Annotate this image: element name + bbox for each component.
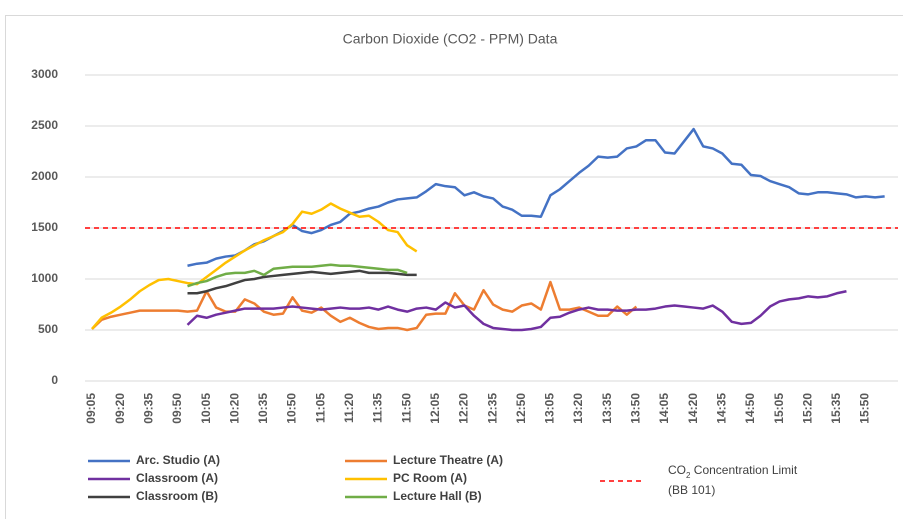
y-tick-label: 1500 (31, 220, 58, 234)
y-tick-label: 0 (51, 373, 58, 387)
x-tick-label: 13:50 (629, 393, 643, 424)
series-line (186, 290, 847, 332)
x-tick-label: 12:05 (428, 393, 442, 424)
x-tick-label: 10:35 (256, 393, 270, 424)
x-tick-label: 14:05 (657, 393, 671, 424)
x-tick-label: 15:35 (829, 393, 843, 424)
x-tick-label: 11:05 (313, 393, 327, 423)
x-tick-label: 09:50 (170, 393, 184, 424)
x-tick-label: 10:20 (227, 393, 241, 424)
x-tick-label: 10:50 (285, 393, 299, 424)
x-tick-label: 11:50 (399, 393, 413, 423)
series-line (91, 202, 418, 330)
x-tick-label: 10:05 (199, 393, 213, 424)
y-tick-label: 2000 (31, 169, 58, 183)
y-tick-label: 3000 (31, 67, 58, 81)
legend-label: Classroom (B) (136, 489, 218, 503)
legend-label: CO2 Concentration Limit (668, 463, 798, 479)
x-tick-label: 15:05 (772, 393, 786, 424)
legend-label: Classroom (A) (136, 471, 218, 485)
x-tick-label: 14:50 (743, 393, 757, 424)
legend-label: Arc. Studio (A) (136, 453, 220, 467)
series-line (187, 127, 885, 267)
legend-label: Lecture Theatre (A) (393, 453, 503, 467)
chart-frame (5, 15, 903, 519)
legend-label-part: CO (668, 463, 686, 477)
legend-label: Lecture Hall (B) (393, 489, 482, 503)
x-tick-label: 12:50 (514, 393, 528, 424)
y-tick-label: 500 (38, 322, 58, 336)
y-tick-label: 2500 (31, 118, 58, 132)
x-tick-label: 09:35 (141, 393, 155, 424)
x-tick-label: 11:35 (371, 393, 385, 423)
x-tick-label: 15:20 (800, 393, 814, 424)
x-tick-label: 12:20 (457, 393, 471, 424)
series-line (187, 269, 417, 295)
x-tick-label: 15:50 (858, 393, 872, 424)
x-tick-label: 13:20 (571, 393, 585, 424)
x-tick-label: 13:05 (543, 393, 557, 424)
legend-label-part: 2 (686, 471, 691, 480)
x-tick-label: 11:20 (342, 393, 356, 423)
x-tick-label: 09:05 (84, 393, 98, 424)
x-tick-label: 14:20 (686, 393, 700, 424)
chart-title: Carbon Dioxide (CO2 - PPM) Data (343, 31, 558, 47)
y-tick-label: 1000 (31, 271, 58, 285)
x-tick-label: 13:35 (600, 393, 614, 424)
legend-label: (BB 101) (668, 483, 715, 497)
legend-label: PC Room (A) (393, 471, 467, 485)
series-line (91, 280, 638, 332)
x-tick-label: 12:35 (485, 393, 499, 424)
x-tick-label: 14:35 (714, 393, 728, 424)
series-line (187, 263, 408, 288)
x-tick-label: 09:20 (113, 393, 127, 424)
legend-label-part: Concentration Limit (690, 463, 797, 477)
